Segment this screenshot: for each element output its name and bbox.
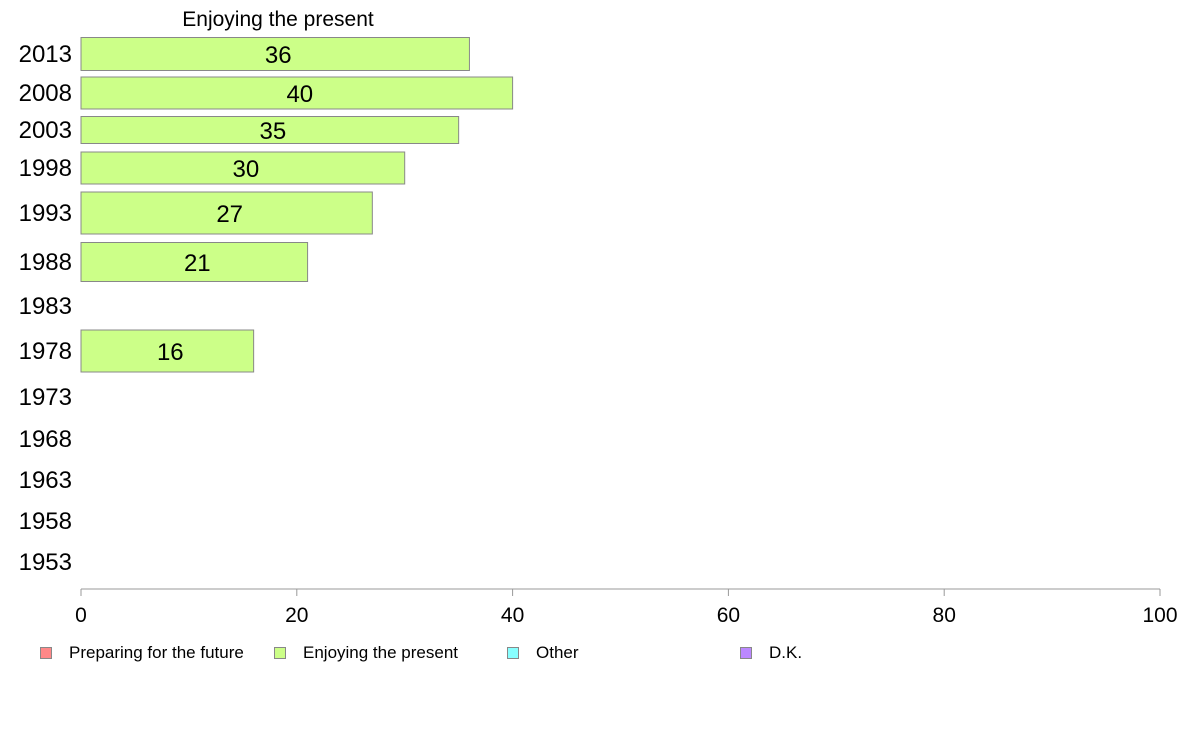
bar-1993 xyxy=(80,191,373,235)
bar-1998 xyxy=(80,151,406,185)
y-tick-label-1968: 1968 xyxy=(19,426,72,453)
legend-item-dk: D.K. xyxy=(740,643,802,663)
data-label-1993: 27 xyxy=(216,201,243,228)
legend-label-enjoying: Enjoying the present xyxy=(303,643,458,662)
legend-item-other: Other xyxy=(507,643,579,663)
legend-label-other: Other xyxy=(536,643,579,662)
y-tick-label-1963: 1963 xyxy=(19,467,72,494)
data-label-1978: 16 xyxy=(157,339,184,366)
y-tick-label-2003: 2003 xyxy=(19,117,72,144)
x-tick-label-40: 40 xyxy=(501,604,524,627)
y-tick-label-1983: 1983 xyxy=(19,293,72,320)
legend-label-preparing: Preparing for the future xyxy=(69,643,244,662)
y-tick-label-2008: 2008 xyxy=(19,80,72,107)
x-tick-label-80: 80 xyxy=(933,604,956,627)
legend-label-dk: D.K. xyxy=(769,643,803,662)
bar-2008 xyxy=(80,76,514,110)
legend-item-preparing: Preparing for the future xyxy=(40,643,244,663)
data-label-2003: 35 xyxy=(259,118,286,145)
legend-swatch-enjoying xyxy=(274,647,286,659)
x-tick-label-0: 0 xyxy=(75,604,87,627)
x-tick-label-20: 20 xyxy=(285,604,308,627)
legend: Preparing for the future Enjoying the pr… xyxy=(0,643,1188,667)
data-label-2013: 36 xyxy=(265,42,292,69)
bar-2013 xyxy=(80,37,470,71)
y-tick-label-1958: 1958 xyxy=(19,508,72,535)
x-axis: 0 20 40 60 80 100 xyxy=(75,588,1178,627)
legend-swatch-other xyxy=(507,647,519,659)
data-label-1988: 21 xyxy=(184,250,211,277)
data-label-2008: 40 xyxy=(286,81,313,108)
legend-swatch-preparing xyxy=(40,647,52,659)
y-tick-label-1953: 1953 xyxy=(19,549,72,576)
data-label-1998: 30 xyxy=(232,156,259,183)
y-tick-label-1993: 1993 xyxy=(19,200,72,227)
bar-2003 xyxy=(80,116,460,144)
x-tick-label-100: 100 xyxy=(1142,604,1177,627)
chart-title: Enjoying the present xyxy=(182,8,374,31)
y-tick-label-2013: 2013 xyxy=(19,41,72,68)
y-tick-label-1988: 1988 xyxy=(19,249,72,276)
bar-1988 xyxy=(80,242,309,282)
y-tick-label-1998: 1998 xyxy=(19,155,72,182)
legend-item-enjoying: Enjoying the present xyxy=(274,643,458,663)
y-tick-label-1978: 1978 xyxy=(19,338,72,365)
y-tick-label-1973: 1973 xyxy=(19,384,72,411)
bar-1978 xyxy=(80,329,255,373)
x-tick-label-60: 60 xyxy=(717,604,740,627)
legend-swatch-dk xyxy=(740,647,752,659)
y-axis-labels: 2013 2008 2003 1998 1993 1988 1983 1978 1973 1968… xyxy=(19,41,72,576)
